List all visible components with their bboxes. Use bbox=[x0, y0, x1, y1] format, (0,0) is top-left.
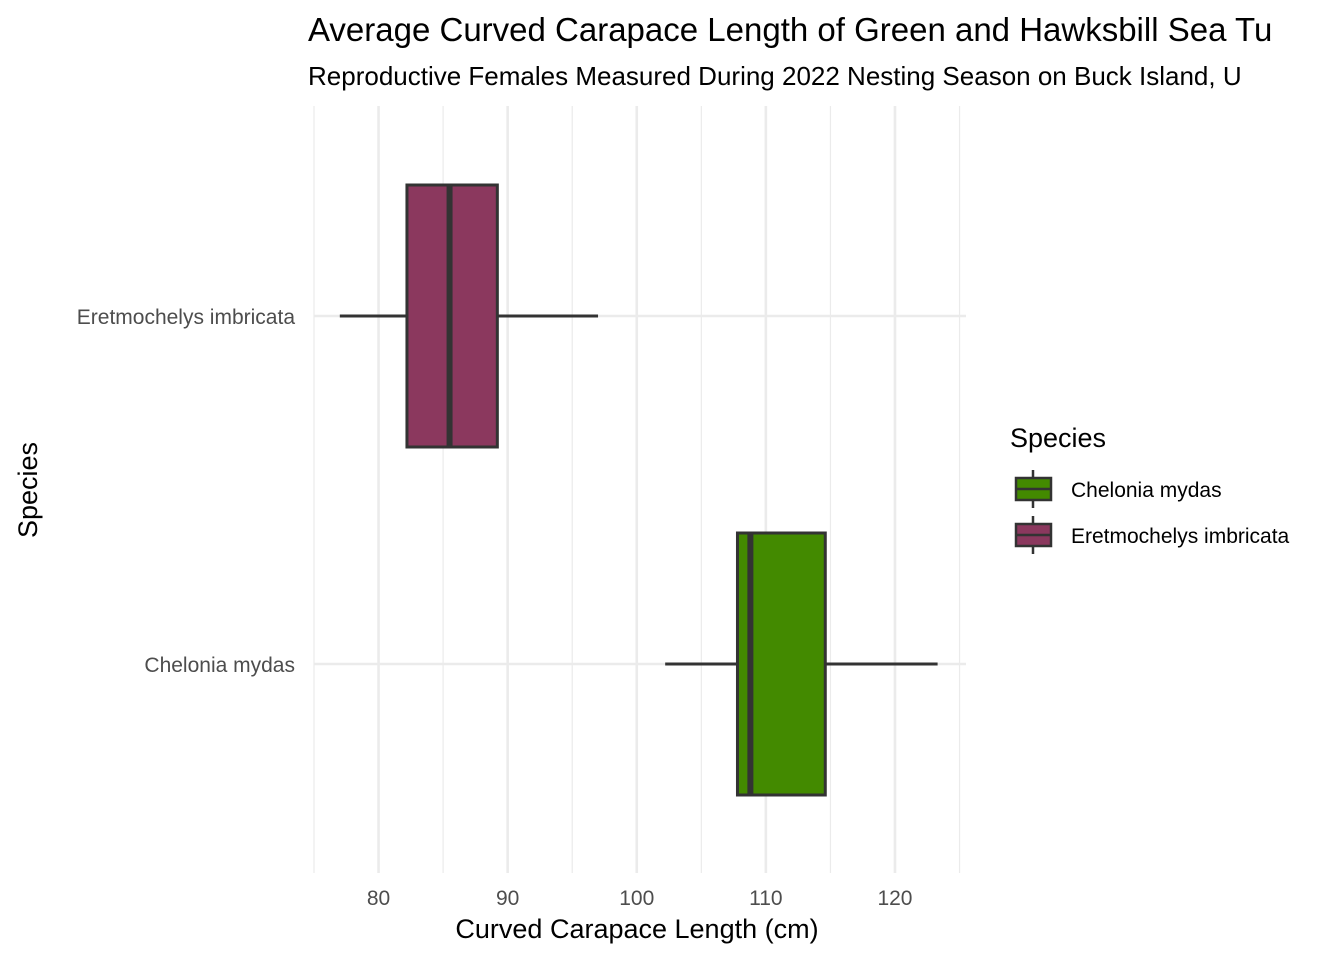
legend-item[interactable]: Eretmochelys imbricata bbox=[1014, 516, 1290, 554]
legend-item[interactable]: Chelonia mydas bbox=[1014, 470, 1222, 508]
box-layer bbox=[339, 183, 938, 797]
chart-title: Average Curved Carapace Length of Green … bbox=[308, 11, 1272, 48]
y-axis-label: Species bbox=[13, 442, 43, 538]
legend-label: Chelonia mydas bbox=[1071, 479, 1222, 502]
legend-title: Species bbox=[1010, 423, 1106, 453]
chart-subtitle: Reproductive Females Measured During 202… bbox=[308, 61, 1242, 91]
legend-label: Eretmochelys imbricata bbox=[1071, 525, 1290, 548]
x-axis-label: Curved Carapace Length (cm) bbox=[455, 914, 818, 944]
boxplot-chelonia-mydas[interactable] bbox=[665, 531, 938, 797]
x-tick-label: 80 bbox=[367, 887, 390, 910]
x-tick-label: 120 bbox=[877, 887, 912, 910]
legend[interactable]: Species Chelonia mydas Eretmochelys imbri… bbox=[1010, 423, 1290, 554]
axis-labels: 80 90 100 110 120 Chelonia mydas Eretmochelys … bbox=[77, 306, 913, 910]
x-tick-label: 100 bbox=[619, 887, 654, 910]
y-tick-label: Chelonia mydas bbox=[144, 654, 295, 677]
y-tick-label: Eretmochelys imbricata bbox=[77, 306, 296, 329]
boxplot-eretmochelys-imbricata[interactable] bbox=[339, 183, 599, 449]
x-tick-label: 90 bbox=[496, 887, 519, 910]
x-tick-label: 110 bbox=[749, 887, 782, 910]
